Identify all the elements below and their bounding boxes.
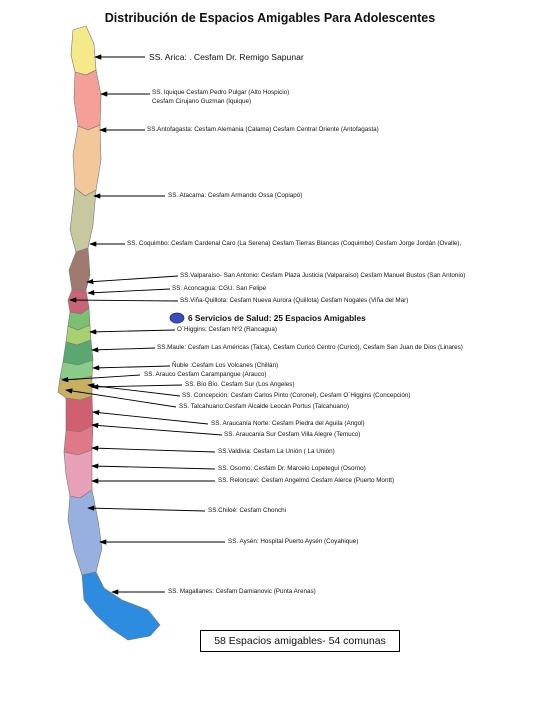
arrow-nuble [92, 365, 171, 371]
arrow-vina [69, 297, 179, 303]
label-valparaiso: SS.Valparaíso- San Antonio: Cesfam Plaza… [180, 272, 466, 279]
arrow-ohiggins [89, 329, 176, 335]
arrow-biobio [91, 384, 183, 390]
arrow-araucania-sur [91, 422, 223, 436]
label-talcahuano: SS. Talcahuano:Cesfam Alcalde Leocán Por… [179, 403, 350, 410]
label-araucania-norte: SS. Araucanía Norte: Cesfam Piedra del A… [211, 420, 365, 427]
label-maule: SS.Maule: Cesfam Las Américas (Talca), C… [157, 344, 463, 351]
total-summary-box: 58 Espacios amigables- 54 comunas [200, 630, 400, 652]
label-antofagasta: SS.Antofagasta: Cesfam Alemania (Calama)… [147, 126, 379, 133]
legend-label: 6 Servicios de Salud: 25 Espacios Amigab… [188, 313, 366, 323]
arrow-valparaiso [86, 275, 179, 285]
label-concepcion: SS. Concepción: Cesfam Carlos Pinto (Cor… [182, 392, 411, 399]
arrow-maule [91, 347, 156, 353]
arrow-chiloe [87, 505, 206, 512]
legend-dot [169, 312, 185, 324]
arrow-valdivia [91, 445, 216, 453]
label-atacama: SS. Atacama: Cesfam Armando Ossa (Copiap… [168, 192, 303, 199]
label-reloncavi: SS. Reloncaví: Cesfam Angelmó Cesfam Ale… [218, 477, 395, 484]
label-iquique-1: SS. Iquique Cesfam Pedro Pulgar (Alto Ho… [152, 89, 290, 96]
arrow-araucania-norte [92, 409, 209, 425]
label-arauco: SS. Arauco Cesfam Carampangue (Arauco) [144, 371, 267, 378]
label-ohiggins: O´Higgins: Cesfam Nº2 (Rancagua) [177, 326, 277, 333]
label-araucania-sur: SS. Araucanía Sur Cesfam Villa Alegre (T… [224, 431, 361, 438]
arrow-concepcion [87, 383, 181, 397]
region-tarapaca [73, 69, 102, 131]
label-aysen: SS. Aysén: Hospital Puerto Aysén (Coyahi… [228, 538, 359, 545]
region-aysen [67, 489, 103, 576]
arrow-osorno [91, 463, 216, 470]
region-araucania [65, 395, 94, 433]
region-arica [70, 25, 97, 76]
label-aconcagua: SS. Aconcagua: CGU. San Felipe [172, 285, 267, 292]
label-iquique-2: Cesfam Cirujano Guzman (Iquique) [152, 98, 252, 105]
region-antofagasta [72, 124, 102, 197]
page-title: Distribución de Espacios Amigables Para … [104, 11, 436, 25]
label-arica: SS. Arica: . Cesfam Dr. Remigo Sapunar [149, 52, 304, 62]
region-los-lagos [63, 449, 93, 499]
region-atacama [69, 187, 97, 253]
arrow-aconcagua [87, 288, 171, 296]
label-biobio: SS. Bío Bío. Cesfam Sur (Los Angeles) [185, 381, 295, 388]
region-coquimbo [68, 247, 91, 291]
label-osorno: SS. Osorno: Cesfam Dr. Marcelo Lopetegui… [218, 465, 366, 472]
label-valdivia: SS.Valdivia: Cesfam La Unión ( La Unión) [218, 448, 335, 455]
label-nuble: Ñuble :Cesfam Los Volcanes (Chillán) [172, 362, 279, 369]
arrow-talcahuano [65, 388, 177, 408]
label-chiloe: SS.Chiloé: Cesfam Chonchi [208, 507, 287, 514]
label-vina-quillota: SS.Viña-Quillota: Cesfam Nueva Aurora (Q… [180, 297, 409, 304]
arrow-arauco [61, 374, 141, 383]
arrows [61, 54, 225, 595]
label-coquimbo: SS. Coquimbo:.Cesfam Cardenal Caro (La S… [127, 240, 462, 247]
label-magallanes: SS. Magallanes: Cesfam Damianovic (Punta… [168, 588, 316, 595]
region-magallanes [81, 571, 161, 641]
